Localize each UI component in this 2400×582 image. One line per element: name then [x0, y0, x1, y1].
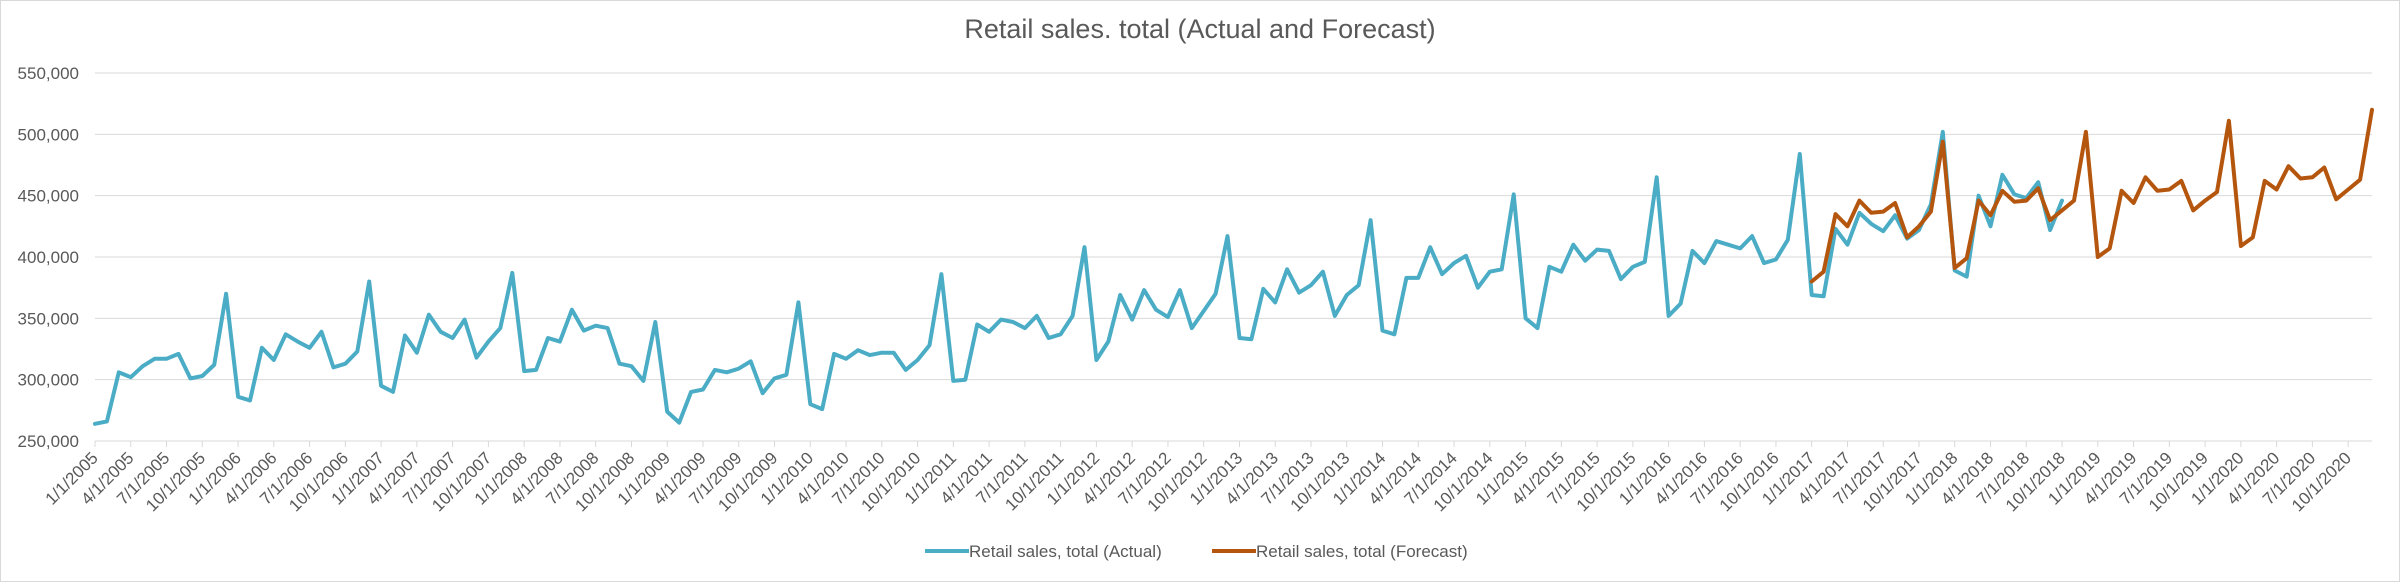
forecast-series-line [1809, 107, 2374, 284]
y-tick-label: 250,000 [18, 432, 79, 451]
legend-label-actual: Retail sales, total (Actual) [969, 542, 1162, 561]
y-tick-label: 450,000 [18, 187, 79, 206]
actual-series-line [93, 129, 2064, 426]
legend-label-forecast: Retail sales, total (Forecast) [1256, 542, 1468, 561]
y-tick-label: 350,000 [18, 309, 79, 328]
y-tick-label: 300,000 [18, 371, 79, 390]
y-tick-label: 550,000 [18, 64, 79, 83]
y-tick-label: 400,000 [18, 248, 79, 267]
chart-title: Retail sales. total (Actual and Forecast… [964, 14, 1436, 44]
y-tick-label: 500,000 [18, 125, 79, 144]
